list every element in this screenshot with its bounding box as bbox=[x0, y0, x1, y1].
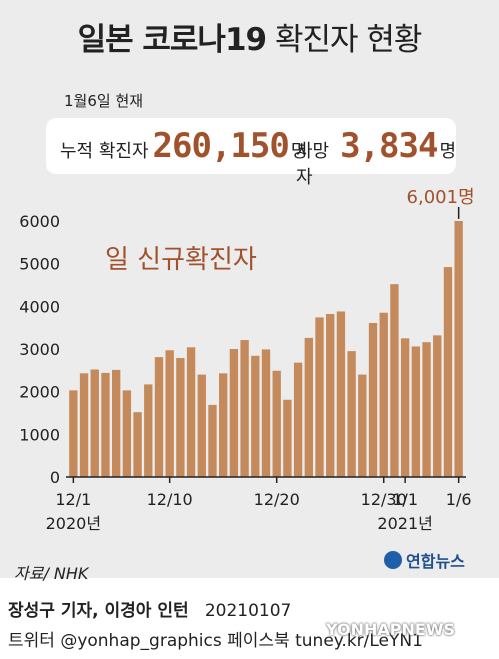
title-regular: 확진자 현황 bbox=[274, 22, 422, 58]
bar-12/13 bbox=[197, 374, 206, 477]
deaths: 사망자 3,834 명 bbox=[296, 118, 456, 188]
bar-12/17 bbox=[240, 340, 249, 477]
bar-12/25 bbox=[326, 314, 335, 477]
bar-chart: 0 1000 2000 3000 4000 5000 6000 12/1 2020년 12/10… bbox=[19, 187, 475, 533]
summary-box: 누적 확진자 260,150 명 사망자 3,834 명 bbox=[46, 118, 456, 188]
y-tick-label: 2000 bbox=[19, 383, 60, 402]
bar-12/18 bbox=[251, 355, 260, 477]
as-of-date: 1월6일 현재 bbox=[64, 92, 144, 110]
peak-annotation: 6,001명 bbox=[407, 187, 475, 219]
y-tick-label: 4000 bbox=[19, 297, 60, 316]
total-cases: 누적 확진자 260,150 명 bbox=[60, 118, 307, 174]
x-tick-label: 12/30 bbox=[361, 490, 407, 509]
x-tick-label: 12/1 bbox=[55, 490, 91, 509]
chart-title: 일 신규확진자 bbox=[105, 245, 257, 275]
logo-text: 연합뉴스 bbox=[406, 552, 465, 571]
source-note: 자료/ NHK bbox=[14, 564, 89, 583]
x-tick-label: 12/20 bbox=[254, 490, 300, 509]
deaths-unit: 명 bbox=[439, 141, 456, 162]
yonhap-logo: 연합뉴스 bbox=[384, 548, 465, 572]
credit-line: 장성구 기자, 이경아 인턴 20210107 bbox=[8, 596, 291, 621]
total-cases-value: 260,150 bbox=[152, 126, 290, 166]
bar-12/14 bbox=[208, 404, 217, 477]
bar-1/6 bbox=[454, 220, 463, 477]
bar-12/30 bbox=[379, 312, 388, 477]
total-cases-unit: 명 bbox=[290, 141, 308, 162]
bar-1/1 bbox=[400, 338, 410, 477]
bar-12/29 bbox=[368, 322, 378, 477]
total-cases-label: 누적 확진자 bbox=[60, 141, 149, 162]
bar-12/23 bbox=[304, 337, 313, 477]
watermark: YONHAPNEWS bbox=[326, 620, 455, 639]
bar-12/21 bbox=[283, 399, 292, 477]
x-tick-label: 12/10 bbox=[147, 490, 193, 509]
bar-1/5 bbox=[443, 267, 453, 477]
x-tick-sublabel: 2020년 bbox=[46, 514, 101, 533]
bar-1/4 bbox=[433, 335, 442, 477]
annotation-text: 6,001명 bbox=[407, 187, 475, 208]
bar-12/11 bbox=[176, 357, 185, 477]
bar-12/9 bbox=[154, 357, 164, 477]
bar-12/27 bbox=[347, 351, 356, 477]
credit-date: 20210107 bbox=[204, 601, 292, 621]
deaths-label: 사망자 bbox=[296, 141, 330, 188]
bar-12/16 bbox=[229, 349, 239, 477]
bars bbox=[69, 220, 463, 477]
deaths-value: 3,834 bbox=[340, 126, 438, 166]
y-tick-label: 3000 bbox=[19, 340, 60, 359]
page-title: 일본 코로나19 확진자 현황 bbox=[0, 14, 499, 59]
bar-12/24 bbox=[315, 317, 324, 477]
bar-12/3 bbox=[90, 369, 99, 477]
bar-12/31 bbox=[390, 284, 399, 477]
chart-panel bbox=[0, 0, 499, 578]
x-axis: 12/1 2020년 12/10 12/20 12/301/1 2021년 1/6 bbox=[46, 476, 472, 533]
bar-12/22 bbox=[293, 362, 303, 477]
y-tick-label: 6000 bbox=[19, 212, 60, 231]
bar-12/6 bbox=[122, 390, 132, 477]
bar-1/2 bbox=[411, 346, 421, 477]
logo-mark-icon bbox=[384, 551, 402, 569]
bar-12/26 bbox=[336, 311, 346, 477]
bar-12/5 bbox=[111, 369, 121, 477]
x-tick-sublabel: 2021년 bbox=[377, 514, 432, 533]
bar-12/19 bbox=[261, 349, 271, 477]
bar-12/15 bbox=[219, 373, 228, 477]
bar-12/8 bbox=[144, 384, 153, 477]
bar-12/7 bbox=[133, 412, 142, 477]
bar-1/3 bbox=[422, 342, 431, 477]
y-tick-label: 5000 bbox=[19, 255, 60, 274]
x-tick-label: 1/1 bbox=[392, 490, 418, 509]
y-tick-label: 0 bbox=[50, 468, 60, 487]
credit-names: 장성구 기자, 이경아 인턴 bbox=[8, 601, 189, 621]
bar-12/2 bbox=[79, 373, 89, 477]
y-tick-label: 1000 bbox=[19, 425, 60, 444]
title-bold: 일본 코로나19 bbox=[77, 22, 268, 58]
bar-12/12 bbox=[186, 347, 196, 477]
bar-12/10 bbox=[165, 350, 174, 477]
bar-12/20 bbox=[272, 370, 281, 477]
bar-12/1 bbox=[69, 390, 78, 477]
y-axis: 0 1000 2000 3000 4000 5000 6000 bbox=[19, 212, 60, 487]
social-line: 트위터 @yonhap_graphics 페이스북 tuney.kr/LeYN1 bbox=[8, 631, 423, 651]
x-tick-label: 1/6 bbox=[446, 490, 472, 509]
bar-12/28 bbox=[358, 374, 367, 477]
bar-12/4 bbox=[101, 372, 110, 477]
